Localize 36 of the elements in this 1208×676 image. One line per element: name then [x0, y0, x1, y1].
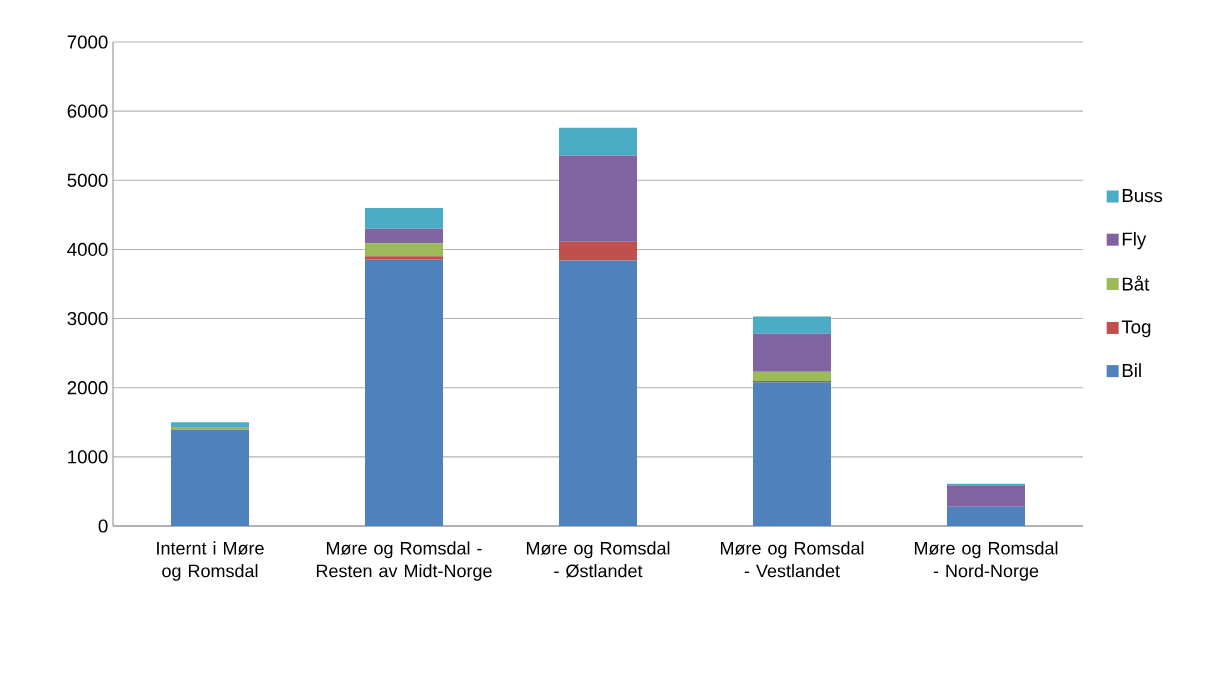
legend-label: Buss — [1122, 189, 1163, 203]
bar — [171, 429, 249, 526]
bar — [559, 241, 637, 261]
legend-label: Bil — [1122, 363, 1141, 377]
bar — [365, 259, 443, 526]
x-tick-label: Møre og Romsdal - Resten av Midt-Norge — [316, 541, 492, 581]
bar — [753, 382, 831, 526]
y-tick-label: 1000 — [68, 450, 108, 464]
x-tick-label: Internt i Møre og Romsdal — [157, 541, 264, 581]
x-tick-label: Møre og Romsdal - Nord-Norge — [914, 541, 1058, 581]
bar — [947, 506, 1025, 526]
bar — [559, 127, 637, 156]
bar — [559, 155, 637, 242]
y-tick-label: 7000 — [67, 35, 108, 49]
bar — [171, 427, 249, 430]
bar — [365, 228, 443, 244]
x-tick-label: Møre og Romsdal - Østlandet — [526, 541, 670, 578]
bar — [753, 371, 831, 381]
legend-label: Båt — [1122, 275, 1150, 291]
y-tick-label: 3000 — [67, 311, 108, 326]
bar — [171, 422, 249, 428]
bar — [753, 316, 831, 334]
y-tick-label: 5000 — [67, 173, 108, 187]
bar — [559, 260, 637, 526]
bar — [365, 207, 443, 229]
y-tick-label: 4000 — [67, 242, 108, 257]
y-tick-label: 2000 — [67, 381, 108, 395]
bar — [365, 243, 443, 257]
legend-label: Fly — [1122, 231, 1147, 250]
bar — [753, 333, 831, 372]
bar — [947, 485, 1025, 507]
bar — [365, 256, 443, 260]
legend-label: Tog — [1121, 320, 1151, 338]
x-tick-label: Møre og Romsdal - Vestlandet — [720, 541, 864, 578]
y-tick-label: 6000 — [67, 104, 108, 118]
y-tick-label: 0 — [98, 519, 108, 533]
